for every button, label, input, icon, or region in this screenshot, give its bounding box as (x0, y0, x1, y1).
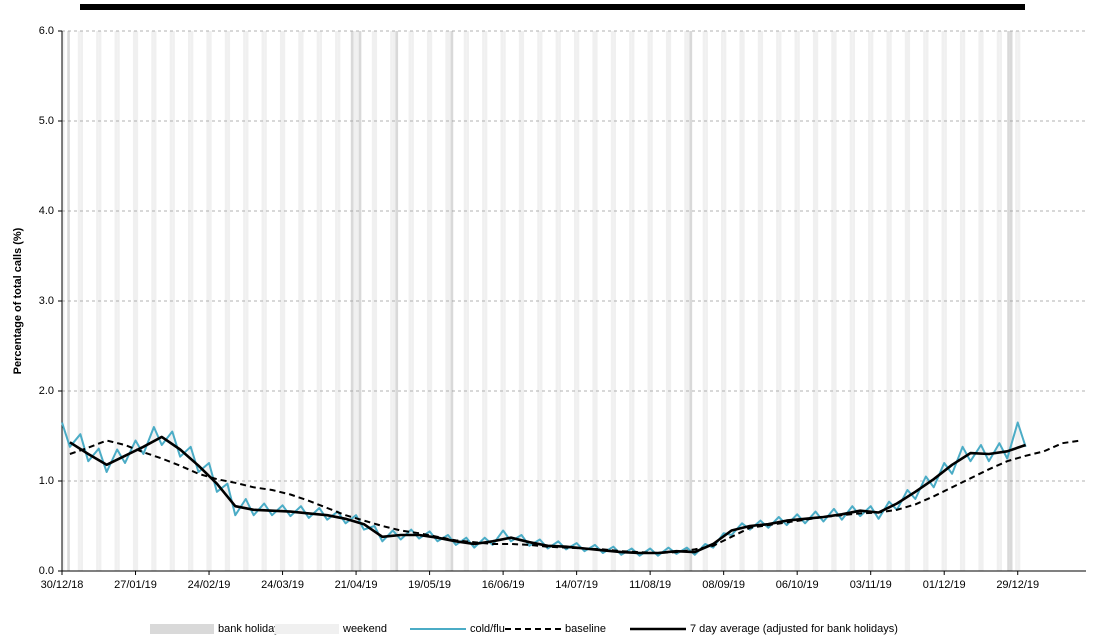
weekend-band (592, 31, 596, 571)
x-tick-label: 29/12/19 (996, 579, 1039, 591)
weekend-band (923, 31, 926, 571)
legend-label: baseline (565, 623, 606, 635)
weekend-band (77, 31, 81, 571)
weekend-band (264, 31, 267, 571)
weekend-band (503, 31, 506, 571)
weekend-band (335, 31, 338, 571)
weekend-band (702, 31, 706, 571)
weekend-band (742, 31, 745, 571)
legend-label: 7 day average (adjusted for bank holiday… (690, 623, 898, 635)
weekend-band (760, 31, 764, 571)
weekend-band (466, 31, 469, 571)
x-tick-label: 08/09/19 (702, 579, 745, 591)
x-tick-label: 14/07/19 (555, 579, 598, 591)
legend-label: cold/flu (470, 623, 505, 635)
weekend-band (833, 31, 837, 571)
weekend-band (298, 31, 301, 571)
weekend-band (665, 31, 669, 571)
top-bar (80, 4, 1025, 10)
weekend-band (484, 31, 488, 571)
weekend-band (227, 31, 231, 571)
x-tick-label: 21/04/19 (335, 579, 378, 591)
weekend-band (353, 31, 357, 571)
weekend-band (190, 31, 194, 571)
weekend-band (172, 31, 175, 571)
weekend-band (539, 31, 543, 571)
weekend-band (558, 31, 561, 571)
weekend-band (390, 31, 393, 571)
y-tick-label: 1.0 (39, 475, 54, 487)
weekend-band (684, 31, 687, 571)
bank-holiday-band (1007, 31, 1010, 571)
y-axis-title: Percentage of total calls (%) (12, 227, 24, 374)
weekend-band (978, 31, 981, 571)
weekend-band (279, 31, 283, 571)
weekend-band (447, 31, 451, 571)
weekend-band (371, 31, 375, 571)
weekend-band (96, 31, 99, 571)
x-tick-label: 24/02/19 (188, 579, 231, 591)
weekend-band (941, 31, 945, 571)
weekend-band (815, 31, 819, 571)
weekend-band (797, 31, 800, 571)
weekend-band (282, 31, 286, 571)
weekend-band (852, 31, 855, 571)
weekend-band (521, 31, 525, 571)
weekend-band (153, 31, 157, 571)
weekend-band (849, 31, 853, 571)
weekend-band (610, 31, 614, 571)
weekend-band (629, 31, 632, 571)
x-tick-label: 19/05/19 (408, 579, 451, 591)
x-tick-label: 01/12/19 (923, 579, 966, 591)
bank-holiday-band (358, 31, 362, 571)
x-tick-label: 16/06/19 (482, 579, 525, 591)
weekend-band (245, 31, 249, 571)
weekend-band (209, 31, 212, 571)
weekend-band (778, 31, 782, 571)
x-tick-label: 24/03/19 (261, 579, 304, 591)
x-tick-label: 03/11/19 (850, 579, 892, 591)
legend-label: weekend (342, 623, 387, 635)
bank-holiday-band (689, 31, 693, 571)
weekend-band (647, 31, 651, 571)
series-line (69, 435, 1027, 555)
legend-label: bank holiday (218, 623, 280, 635)
legend-swatch (275, 624, 339, 634)
x-tick-label: 27/01/19 (114, 579, 157, 591)
x-tick-label: 06/10/19 (776, 579, 819, 591)
weekend-band (576, 31, 580, 571)
y-tick-label: 0.0 (39, 565, 54, 577)
weekend-band (114, 31, 118, 571)
bank-holiday-band (450, 31, 454, 571)
weekend-band (1017, 31, 1021, 571)
y-tick-label: 5.0 (39, 115, 54, 127)
x-tick-label: 11/08/19 (629, 579, 671, 591)
y-tick-label: 3.0 (39, 295, 54, 307)
y-tick-label: 2.0 (39, 385, 54, 397)
weekend-band (959, 31, 963, 571)
legend-swatch (150, 624, 214, 634)
weekend-band (886, 31, 890, 571)
weekend-band (904, 31, 908, 571)
x-tick-label: 30/12/18 (41, 579, 84, 591)
weekend-band (408, 31, 412, 571)
weekend-band (316, 31, 320, 571)
weekend-band (574, 31, 577, 571)
weekend-band (868, 31, 871, 571)
y-tick-label: 6.0 (39, 25, 54, 37)
y-tick-label: 4.0 (39, 205, 54, 217)
bank-holiday-band (395, 31, 399, 571)
